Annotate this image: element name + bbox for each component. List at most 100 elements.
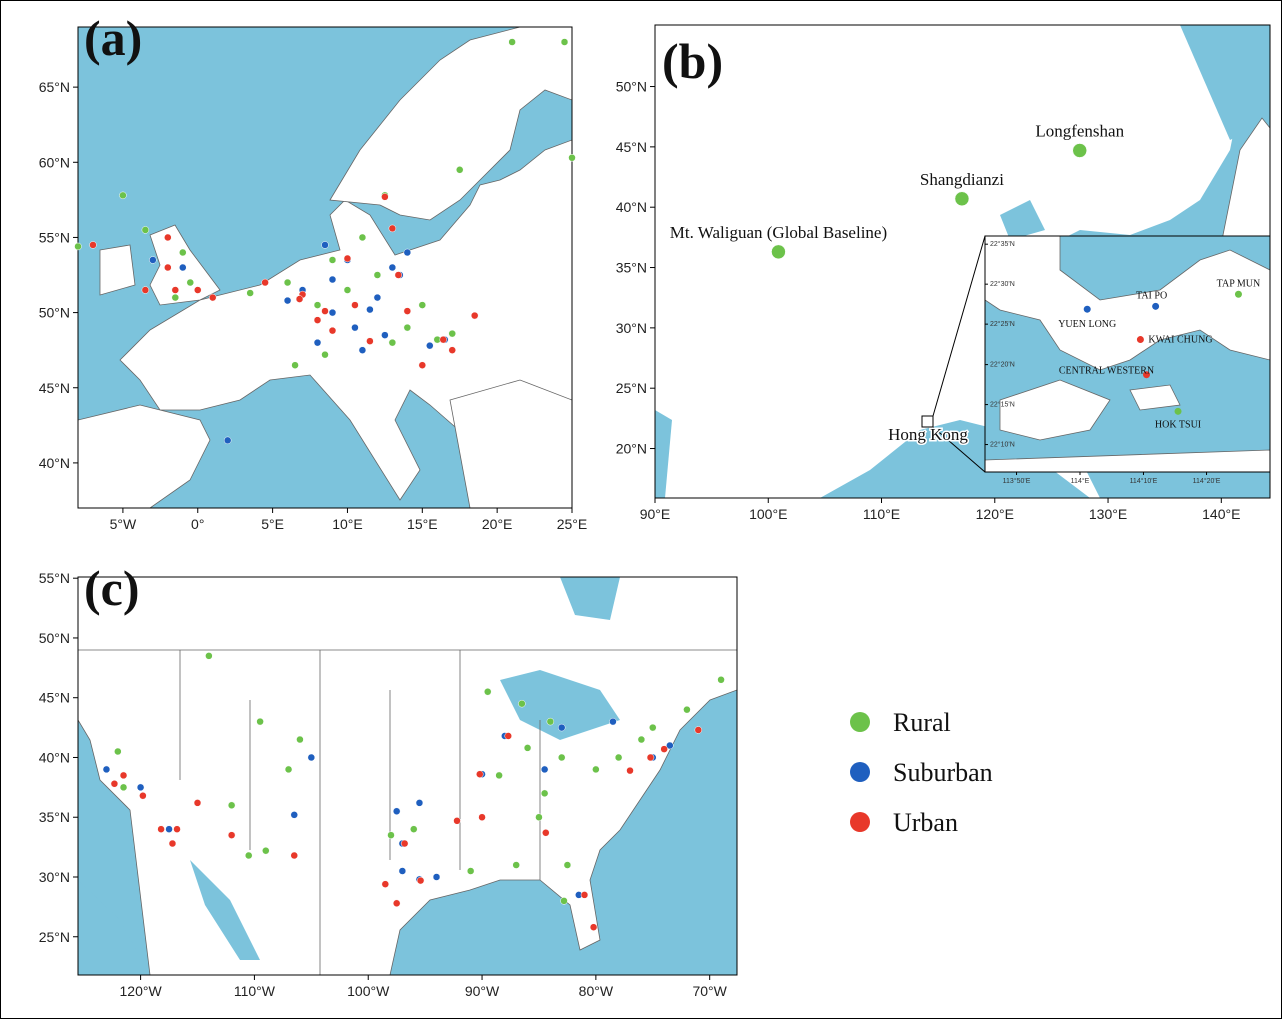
station — [387, 831, 395, 839]
y-tick-label: 25°N — [39, 929, 70, 945]
station — [771, 244, 786, 260]
station — [373, 293, 382, 302]
x-tick-label: 140°E — [1202, 506, 1240, 522]
legend-label: Rural — [893, 708, 951, 737]
station — [313, 301, 322, 309]
x-tick-label: 113°50'E — [1003, 477, 1031, 485]
station — [89, 241, 97, 249]
station — [392, 807, 401, 816]
y-tick-label: 55°N — [39, 570, 70, 586]
station — [193, 799, 202, 807]
plot-frame — [77, 576, 738, 976]
x-tick-label: 110°W — [234, 983, 276, 999]
station — [666, 741, 674, 750]
station-label: TAI PO — [1136, 290, 1167, 301]
station — [660, 745, 668, 753]
station — [418, 361, 427, 369]
x-tick-label: 110°E — [863, 506, 900, 522]
station — [466, 867, 475, 875]
station — [455, 166, 464, 174]
station — [512, 861, 520, 869]
station — [321, 241, 329, 249]
station — [223, 436, 232, 445]
x-tick-label: 120°W — [120, 983, 163, 999]
station — [246, 289, 254, 297]
station — [448, 329, 456, 338]
station — [495, 771, 503, 780]
station — [321, 350, 329, 359]
station — [483, 687, 492, 696]
station — [1143, 371, 1150, 379]
station — [136, 783, 145, 792]
station — [609, 717, 617, 726]
station — [542, 829, 550, 837]
station-label: Mt. Waliguan (Global Baseline) — [670, 223, 887, 242]
station — [307, 753, 316, 762]
panel-label: (a) — [84, 10, 142, 66]
station — [205, 652, 213, 660]
station — [164, 263, 172, 272]
station — [119, 191, 127, 200]
x-tick-label: 120°E — [976, 506, 1014, 522]
y-tick-label: 30°N — [39, 869, 70, 885]
station — [321, 307, 329, 315]
station — [694, 726, 703, 734]
station — [328, 308, 337, 317]
station — [683, 705, 691, 714]
station — [518, 699, 526, 708]
station — [295, 295, 304, 303]
station — [114, 747, 122, 756]
station — [392, 899, 401, 908]
y-tick-label: 40°N — [616, 199, 647, 215]
station — [592, 765, 600, 774]
y-tick-label: 50°N — [39, 630, 70, 646]
station — [110, 780, 119, 788]
station — [373, 271, 382, 279]
station — [637, 735, 646, 744]
station — [410, 825, 418, 833]
y-tick-label: 50°N — [39, 305, 70, 321]
station-label: CENTRAL WESTERN — [1059, 366, 1154, 377]
y-tick-label: 35°N — [39, 809, 70, 825]
station — [546, 717, 555, 726]
y-tick-label: 60°N — [39, 154, 70, 170]
station — [403, 323, 412, 332]
station — [351, 301, 359, 309]
x-tick-label: 20°E — [482, 516, 513, 532]
station — [453, 817, 461, 825]
station — [149, 256, 157, 264]
station — [1174, 407, 1182, 415]
station — [358, 233, 367, 242]
station — [1136, 336, 1144, 344]
x-tick-label: 114°E — [1071, 477, 1090, 485]
station — [119, 783, 128, 792]
station — [504, 732, 512, 740]
legend-marker — [850, 812, 870, 832]
station — [179, 248, 187, 257]
plot-frame — [77, 26, 573, 509]
station — [366, 337, 374, 345]
y-tick-label: 20°N — [616, 441, 647, 457]
station — [351, 323, 359, 332]
station — [227, 801, 236, 810]
station — [296, 735, 304, 744]
panel-label: (c) — [84, 560, 140, 616]
y-tick-label: 22°20'N — [990, 361, 1015, 369]
station — [388, 338, 397, 347]
station — [186, 278, 195, 287]
station — [366, 305, 374, 314]
station — [290, 851, 299, 860]
x-tick-label: 114°10'E — [1130, 477, 1158, 485]
station — [179, 263, 187, 272]
y-tick-label: 55°N — [39, 229, 70, 245]
station — [646, 753, 655, 762]
station — [343, 254, 352, 263]
station — [418, 301, 427, 309]
inset-connector — [932, 235, 986, 417]
y-tick-label: 25°N — [616, 380, 647, 396]
x-tick-label: 114°20'E — [1193, 477, 1221, 485]
station — [394, 271, 403, 279]
station — [74, 242, 82, 251]
station — [560, 38, 569, 46]
station — [415, 799, 424, 807]
